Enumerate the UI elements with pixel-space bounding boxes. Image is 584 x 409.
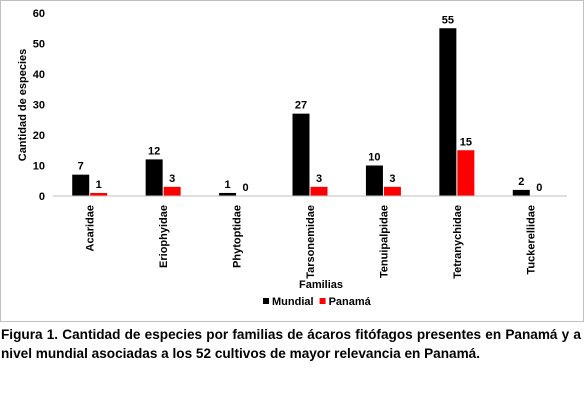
y-tick-label-0: 0 <box>39 191 45 203</box>
bar-panam-5 <box>457 150 475 196</box>
legend-label-0: Mundial <box>272 296 314 308</box>
legend-swatch-0 <box>263 298 269 304</box>
x-tick-label-4: Tenuipalpidae <box>378 205 390 278</box>
data-label-1-0: 1 <box>96 179 102 191</box>
y-tick-label-5: 50 <box>33 39 45 51</box>
x-tick-label-6: Tuckerellidae <box>525 205 537 275</box>
data-label-1-4: 3 <box>389 173 395 185</box>
chart-figure: 0 10 20 30 40 50 60 Cantidad de especies 7 1 Acari… <box>0 0 584 322</box>
legend-swatch-1 <box>319 298 326 304</box>
data-label-1-5: 15 <box>460 136 472 148</box>
y-tick-label-1: 10 <box>33 161 45 173</box>
data-label-0-1: 12 <box>148 145 160 157</box>
bar-mundial-4 <box>365 165 383 196</box>
data-label-1-2: 0 <box>243 182 249 194</box>
y-tick-label-4: 40 <box>33 69 45 81</box>
bar-mundial-6 <box>512 189 530 196</box>
bar-mundial-2 <box>219 192 237 196</box>
y-tick-label-2: 20 <box>33 130 45 142</box>
bar-panam-1 <box>163 186 181 196</box>
y-tick-label-3: 30 <box>33 100 45 112</box>
bar-mundial-0 <box>72 174 90 196</box>
x-tick-label-0: Acaridae <box>85 205 97 251</box>
bar-mundial-1 <box>145 159 163 196</box>
bar-panam-0 <box>90 192 108 196</box>
data-label-0-0: 7 <box>78 161 84 173</box>
data-label-0-5: 55 <box>442 14 454 26</box>
y-tick-label-6: 60 <box>33 8 45 20</box>
data-label-0-6: 2 <box>518 176 524 188</box>
bar-panam-4 <box>383 186 401 196</box>
y-axis-title: Cantidad de especies <box>17 49 29 162</box>
data-label-0-4: 10 <box>368 152 380 164</box>
bar-panam-3 <box>310 186 328 196</box>
data-label-1-1: 3 <box>169 173 175 185</box>
x-tick-label-2: Phytoptidae <box>232 205 244 268</box>
data-label-1-6: 0 <box>536 182 542 194</box>
data-label-0-3: 27 <box>295 100 307 112</box>
data-label-0-2: 1 <box>225 179 231 191</box>
x-tick-label-1: Eriophyidae <box>158 205 170 268</box>
x-tick-label-3: Tarsonemidae <box>305 205 317 279</box>
legend-label-1: Panamá <box>329 296 372 308</box>
data-label-1-3: 3 <box>316 173 322 185</box>
bar-mundial-5 <box>439 28 457 196</box>
bar-mundial-3 <box>292 113 310 196</box>
figure-caption: Figura 1. Cantidad de especies por famil… <box>1 327 581 361</box>
x-tick-label-5: Tetranychidae <box>452 205 464 279</box>
x-axis-title: Familias <box>299 279 343 291</box>
